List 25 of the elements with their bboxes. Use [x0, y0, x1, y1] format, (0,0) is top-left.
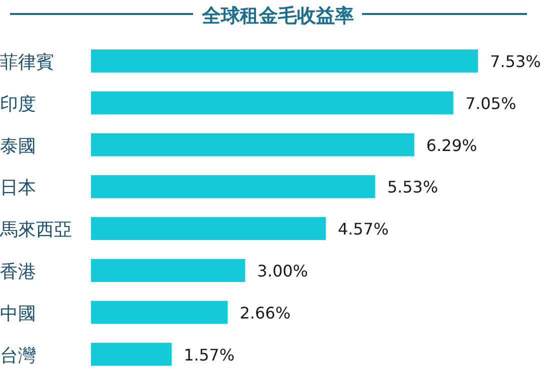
data-label: 7.53% — [490, 52, 541, 71]
data-label: 7.05% — [465, 94, 516, 113]
data-label: 3.00% — [257, 261, 308, 280]
data-label: 2.66% — [240, 303, 291, 322]
bar — [91, 217, 326, 240]
bar — [91, 49, 478, 72]
data-label: 6.29% — [426, 136, 478, 155]
data-label: 5.53% — [387, 178, 438, 197]
y-tick-label: 馬來西亞 — [0, 220, 72, 241]
y-tick-label: 泰國 — [0, 136, 36, 157]
y-tick-label: 日本 — [0, 178, 36, 199]
bar — [91, 300, 228, 324]
chart-title: 全球租金毛收益率 — [201, 5, 354, 27]
data-label: 4.57% — [338, 220, 389, 239]
y-tick-label: 香港 — [0, 261, 36, 282]
y-tick-label: 中國 — [0, 303, 36, 324]
data-label: 1.57% — [184, 345, 235, 364]
y-tick-label: 菲律賓 — [0, 52, 54, 73]
bar — [91, 258, 246, 282]
bar — [91, 91, 454, 114]
y-tick-label: 台灣 — [0, 345, 36, 366]
bar — [91, 342, 172, 366]
bar — [91, 175, 376, 198]
y-tick-label: 印度 — [0, 94, 36, 115]
bar — [91, 133, 414, 156]
